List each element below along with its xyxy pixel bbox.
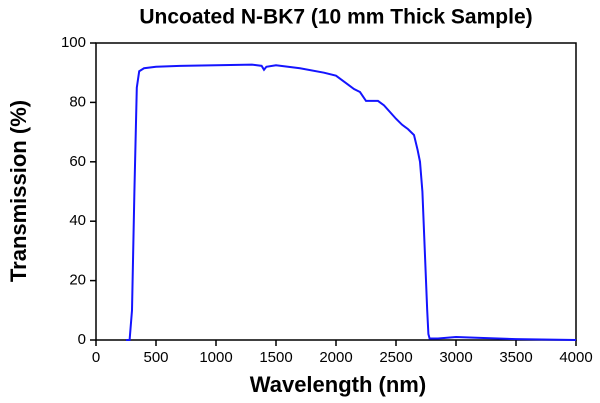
y-tick-label: 40 — [69, 212, 86, 229]
x-tick-label: 0 — [92, 349, 100, 366]
chart-title: Uncoated N-BK7 (10 mm Thick Sample) — [139, 6, 532, 29]
data-line — [126, 63, 577, 341]
x-tick-label: 1500 — [259, 349, 292, 366]
y-axis-label: Transmission (%) — [6, 100, 31, 282]
y-tick-label: 0 — [78, 331, 86, 348]
y-tick-label: 100 — [61, 34, 86, 51]
y-tick-label: 20 — [69, 272, 86, 289]
x-tick-label: 2000 — [319, 349, 352, 366]
x-tick-label: 3000 — [439, 349, 472, 366]
x-tick-label: 2500 — [379, 349, 412, 366]
x-tick-label: 500 — [143, 349, 168, 366]
y-tick-label: 80 — [69, 93, 86, 110]
x-tick-label: 4000 — [559, 349, 592, 366]
plot-frame — [95, 42, 577, 341]
x-tick-label: 3500 — [499, 349, 532, 366]
y-tick-label: 60 — [69, 153, 86, 170]
x-axis-label: Wavelength (nm) — [250, 372, 426, 397]
x-tick-label: 1000 — [199, 349, 232, 366]
